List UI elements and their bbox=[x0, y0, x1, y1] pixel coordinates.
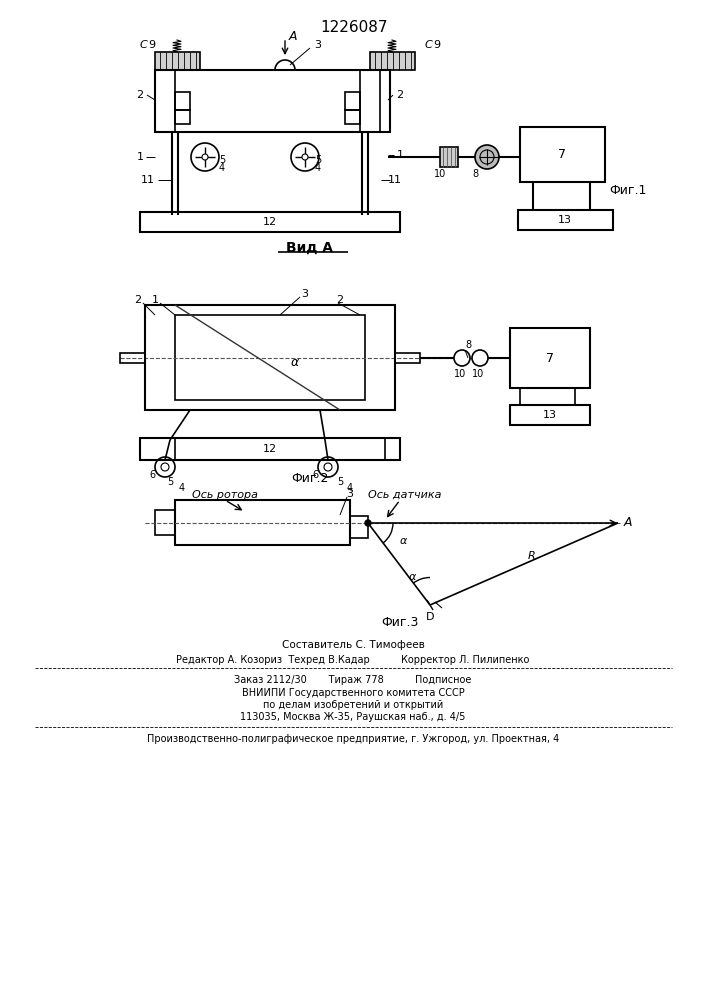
Text: Фиг.1: Фиг.1 bbox=[609, 184, 647, 196]
Bar bbox=[440, 147, 458, 167]
Text: 12: 12 bbox=[263, 217, 277, 227]
Text: A: A bbox=[288, 29, 297, 42]
Text: 3: 3 bbox=[301, 289, 308, 299]
Bar bbox=[395, 353, 420, 363]
Text: 7: 7 bbox=[546, 352, 554, 364]
Bar bbox=[140, 212, 400, 232]
Bar bbox=[360, 70, 380, 132]
Text: 11: 11 bbox=[141, 175, 155, 185]
Text: 9: 9 bbox=[148, 40, 156, 50]
Text: 2: 2 bbox=[134, 295, 141, 305]
Text: 13: 13 bbox=[543, 410, 557, 420]
Bar bbox=[140, 438, 400, 460]
Bar bbox=[120, 353, 145, 363]
Bar bbox=[155, 70, 390, 132]
Bar bbox=[175, 500, 350, 545]
Text: 8: 8 bbox=[472, 169, 478, 179]
Circle shape bbox=[472, 350, 488, 366]
Bar bbox=[345, 92, 360, 110]
Text: C: C bbox=[424, 40, 432, 50]
Text: 2: 2 bbox=[337, 295, 344, 305]
Text: 3: 3 bbox=[346, 489, 354, 499]
Circle shape bbox=[302, 154, 308, 160]
Text: Ось ротора: Ось ротора bbox=[192, 490, 258, 500]
Text: 1226087: 1226087 bbox=[320, 20, 387, 35]
Bar bbox=[520, 127, 605, 182]
Text: 10: 10 bbox=[472, 369, 484, 379]
Text: 12: 12 bbox=[263, 444, 277, 454]
Text: Фиг.3: Фиг.3 bbox=[381, 615, 419, 629]
Text: 7: 7 bbox=[558, 148, 566, 161]
Bar bbox=[175, 110, 190, 124]
Text: 5: 5 bbox=[315, 155, 321, 165]
Text: 5: 5 bbox=[219, 155, 225, 165]
Text: 8: 8 bbox=[465, 340, 471, 350]
Text: 4: 4 bbox=[219, 163, 225, 173]
Text: 2: 2 bbox=[397, 90, 404, 100]
Bar bbox=[145, 305, 395, 410]
Text: ВНИИПИ Государственного комитета СССР: ВНИИПИ Государственного комитета СССР bbox=[242, 688, 464, 698]
Text: A: A bbox=[624, 516, 632, 530]
Bar bbox=[155, 52, 200, 70]
Text: 4: 4 bbox=[347, 483, 353, 493]
Bar bbox=[155, 70, 175, 132]
Text: 1: 1 bbox=[151, 295, 158, 305]
Text: 3: 3 bbox=[315, 40, 322, 50]
Text: α: α bbox=[399, 536, 407, 546]
Text: α: α bbox=[291, 356, 299, 368]
Text: 6: 6 bbox=[149, 470, 155, 480]
Text: 2: 2 bbox=[136, 90, 144, 100]
Text: по делам изобретений и открытий: по делам изобретений и открытий bbox=[263, 700, 443, 710]
Circle shape bbox=[365, 520, 371, 526]
Text: D: D bbox=[426, 612, 434, 622]
Bar bbox=[345, 110, 360, 124]
Text: Составитель С. Тимофеев: Составитель С. Тимофеев bbox=[281, 640, 424, 650]
Text: 1: 1 bbox=[397, 150, 404, 160]
Bar bbox=[175, 315, 365, 400]
Text: Вид А: Вид А bbox=[286, 241, 334, 255]
Circle shape bbox=[202, 154, 208, 160]
Text: α: α bbox=[409, 572, 416, 582]
Text: Заказ 2112/30       Тираж 778          Подписное: Заказ 2112/30 Тираж 778 Подписное bbox=[234, 675, 472, 685]
Text: 6: 6 bbox=[312, 470, 318, 480]
Text: 4: 4 bbox=[179, 483, 185, 493]
Text: 4: 4 bbox=[315, 163, 321, 173]
Text: 1: 1 bbox=[136, 152, 144, 162]
Bar bbox=[175, 92, 190, 110]
Text: 13: 13 bbox=[558, 215, 572, 225]
Bar bbox=[510, 405, 590, 425]
Circle shape bbox=[475, 145, 499, 169]
Text: 11: 11 bbox=[388, 175, 402, 185]
Text: 5: 5 bbox=[167, 477, 173, 487]
Text: Ось датчика: Ось датчика bbox=[368, 490, 442, 500]
Text: Производственно-полиграфическое предприятие, г. Ужгород, ул. Проектная, 4: Производственно-полиграфическое предприя… bbox=[147, 734, 559, 744]
Text: Фиг.2: Фиг.2 bbox=[291, 472, 329, 485]
Circle shape bbox=[454, 350, 470, 366]
Text: 10: 10 bbox=[454, 369, 466, 379]
Text: 10: 10 bbox=[434, 169, 446, 179]
Text: 9: 9 bbox=[433, 40, 440, 50]
Text: Редактор А. Козориз  Техред В.Кадар          Корректор Л. Пилипенко: Редактор А. Козориз Техред В.Кадар Корре… bbox=[176, 655, 530, 665]
Bar bbox=[370, 52, 415, 70]
Bar bbox=[155, 510, 175, 535]
Bar bbox=[350, 516, 368, 538]
Bar bbox=[510, 328, 590, 388]
Text: 5: 5 bbox=[337, 477, 343, 487]
Text: 113035, Москва Ж-35, Раушская наб., д. 4/5: 113035, Москва Ж-35, Раушская наб., д. 4… bbox=[240, 712, 466, 722]
Text: R: R bbox=[528, 551, 536, 561]
Bar bbox=[518, 210, 613, 230]
Text: C: C bbox=[139, 40, 147, 50]
